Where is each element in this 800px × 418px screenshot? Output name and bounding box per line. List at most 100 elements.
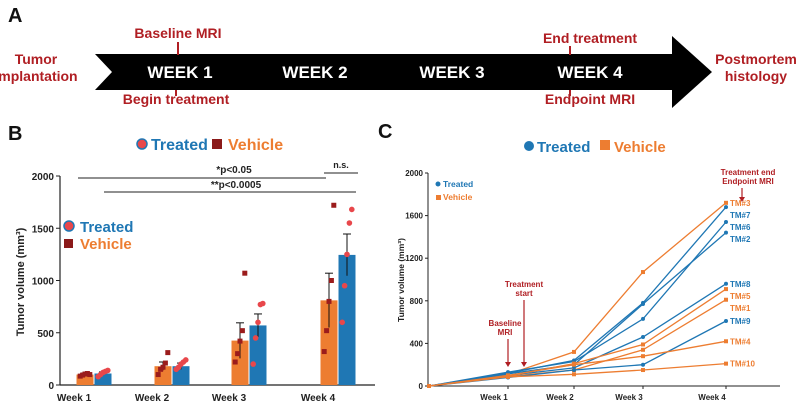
c-x-tick-label-week-1: Week 1: [480, 393, 508, 402]
series-label-tm-4: TM#4: [730, 337, 751, 346]
legend-inner-vehicle-label: Vehicle: [80, 236, 132, 253]
series-point-tm-8-4: [724, 281, 728, 286]
series-label-tm-5: TM#5: [730, 292, 751, 301]
legend-top-treated-marker: [136, 138, 148, 150]
series-label-tm-7: TM#7: [730, 211, 751, 220]
postmortem-line2: histology: [725, 68, 787, 84]
point-vehicle-week-4-3: [328, 278, 334, 283]
series-point-tm-10-2: [572, 372, 576, 377]
c-y-tick-label-1600: 1600: [405, 212, 423, 221]
c-annot-treatment-start-arrowhead: [521, 362, 527, 367]
series-line-tm-5: [428, 288, 727, 387]
point-vehicle-week-4-0: [321, 349, 327, 355]
bar-chart: 0 500 1000 1500 2000 Week 1 Week 2 Week 3 Week 4: [32, 172, 375, 404]
series-line-tm-3: [428, 202, 727, 387]
series-label-tm-9: TM#9: [730, 317, 751, 326]
series-point-tm-7-4: [724, 205, 728, 210]
series-point-tm-10-3: [641, 368, 645, 373]
sig-label-week1-week4-treated: *p<0.05: [216, 165, 252, 176]
week-label-3: WEEK 3: [419, 63, 484, 82]
series-label-tm-1: TM#1: [730, 304, 751, 313]
b-y-tick-label-500: 500: [37, 329, 54, 340]
c-annot-treatment-end-arrowhead: [739, 197, 745, 202]
b-y-tick-label-2000: 2000: [32, 172, 55, 183]
c-y-tick-label-800: 800: [410, 297, 424, 306]
tumor-implantation-line2: implantation: [0, 68, 78, 84]
point-vehicle-week-3-1: [235, 351, 241, 357]
point-vehicle-week-4-2: [326, 298, 332, 304]
b-y-tick-label-1000: 1000: [32, 277, 55, 288]
point-treated-week-4-3: [346, 220, 353, 226]
tumor-implantation-line1: Tumor: [15, 51, 58, 67]
week-label-1: WEEK 1: [147, 63, 212, 82]
point-vehicle-week-4-4: [331, 202, 337, 208]
series-label-tm-3: TM#3: [730, 199, 751, 208]
end-treatment-label: End treatment: [543, 30, 637, 46]
point-vehicle-week-2-3: [162, 360, 168, 366]
point-treated-week-3-1: [252, 335, 259, 341]
series-label-tm-10: TM#10: [730, 360, 755, 369]
c-y-tick-label-1200: 1200: [405, 254, 423, 263]
bar-vehicle-week-1: [76, 374, 94, 385]
c-x-tick-label-week-3: Week 3: [615, 393, 643, 402]
point-treated-week-4-1: [341, 282, 348, 289]
sig-label-ns: n.s.: [333, 160, 349, 170]
c-legend-inner-vehicle-label: Vehicle: [443, 192, 473, 202]
series-point-tm-2-4: [724, 230, 728, 235]
series-point-tm-10-4: [724, 361, 728, 366]
series-label-tm-6: TM#6: [730, 223, 751, 232]
c-annot-treatment-end-line1: Treatment end: [721, 168, 776, 177]
c-annot-treatment-start-line1: Treatment: [505, 280, 544, 289]
point-treated-week-4-0: [339, 319, 346, 326]
b-x-tick-label-week-3: Week 3: [212, 393, 247, 404]
series-line-tm-9: [428, 320, 727, 387]
series-point-tm-3-3: [641, 270, 645, 275]
point-treated-week-3-4: [260, 300, 266, 307]
point-vehicle-week-4-1: [324, 328, 330, 334]
series-point-tm-4-3: [641, 354, 645, 359]
c-y-tick-label-2000: 2000: [405, 169, 423, 178]
point-vehicle-week-3-2: [237, 338, 243, 344]
bar-treated-week-3: [249, 325, 267, 385]
legend-top-vehicle-label: Vehicle: [228, 137, 283, 154]
c-y-tick-label-400: 400: [410, 339, 424, 348]
point-treated-week-4-4: [349, 206, 355, 213]
series-point-tm-3-4: [724, 200, 728, 205]
series-label-tm-8: TM#8: [730, 280, 751, 289]
c-legend-inner-vehicle-marker: [436, 195, 441, 200]
point-vehicle-week-3-4: [242, 270, 248, 276]
point-vehicle-week-3-0: [232, 359, 238, 365]
c-legend-top-vehicle-label: Vehicle: [614, 139, 666, 156]
point-vehicle-week-2-4: [165, 350, 171, 356]
series-point-tm-5-4: [724, 287, 728, 292]
legend-top-treated-label: Treated: [151, 137, 208, 154]
point-vehicle-week-2-2: [160, 364, 166, 370]
point-vehicle-week-3-3: [239, 328, 245, 334]
c-annot-baseline-line1: Baseline: [489, 319, 522, 328]
c-annot-treatment-start-line2: start: [515, 289, 533, 298]
legend-inner-treated-marker: [63, 220, 75, 232]
c-x-tick-label-week-2: Week 2: [546, 393, 574, 402]
b-y-tick-label-1500: 1500: [32, 224, 55, 235]
b-x-tick-label-week-4: Week 4: [301, 393, 336, 404]
point-treated-week-2-4: [183, 357, 189, 363]
series-point-tm-2-3: [641, 301, 645, 306]
week-label-4: WEEK 4: [557, 63, 623, 82]
c-annot-treatment-end-line2: Endpoint MRI: [722, 177, 774, 186]
c-x-tick-label-week-4: Week 4: [698, 393, 726, 402]
c-y-axis-label: Tumor volume (mm³): [396, 238, 406, 322]
panel-c-letter: C: [378, 121, 392, 143]
postmortem-line1: Postmortem: [715, 51, 797, 67]
point-vehicle-week-2-0: [155, 372, 161, 378]
c-legend-inner-treated-label: Treated: [443, 179, 473, 189]
c-legend-top-vehicle-marker: [600, 140, 610, 150]
bar-vehicle-week-4: [320, 300, 338, 385]
legend-inner-vehicle-marker: [64, 239, 73, 248]
b-x-tick-label-week-1: Week 1: [57, 393, 92, 404]
timeline-weeks: WEEK 1 WEEK 2 WEEK 3 WEEK 4: [147, 63, 623, 82]
series-label-tm-2: TM#2: [730, 235, 751, 244]
bar-treated-week-1: [94, 373, 112, 385]
series-point-tm-1-3: [641, 347, 645, 352]
line-chart: 0 400 800 1200 1600 2000 Week 1 Week 2 Week 3 Wee…: [405, 169, 780, 402]
